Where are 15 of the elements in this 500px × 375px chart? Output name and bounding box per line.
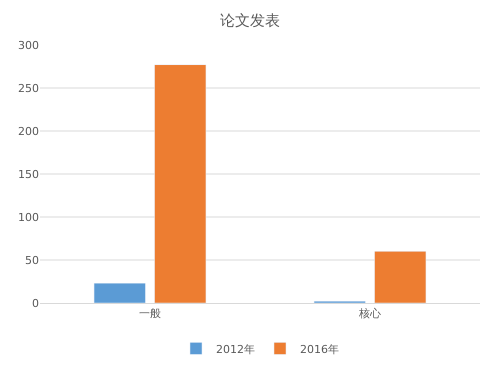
x-tick-label: 核心 (358, 307, 381, 320)
y-tick-label: 50 (25, 254, 39, 267)
y-tick-label: 200 (18, 124, 39, 138)
y-tick-label: 250 (18, 82, 39, 95)
y-tick-label: 150 (18, 168, 39, 181)
legend-label: 2012年 (216, 342, 255, 356)
y-tick-label: 0 (32, 296, 39, 310)
bar (154, 64, 206, 303)
x-tick-label: 一般 (139, 307, 161, 320)
bar (374, 251, 426, 303)
legend-label: 2016年 (300, 342, 339, 356)
y-tick-label: 100 (18, 210, 39, 224)
y-tick-label: 300 (18, 38, 39, 52)
chart-title: 论文发表 (220, 12, 280, 30)
bar (94, 282, 146, 303)
